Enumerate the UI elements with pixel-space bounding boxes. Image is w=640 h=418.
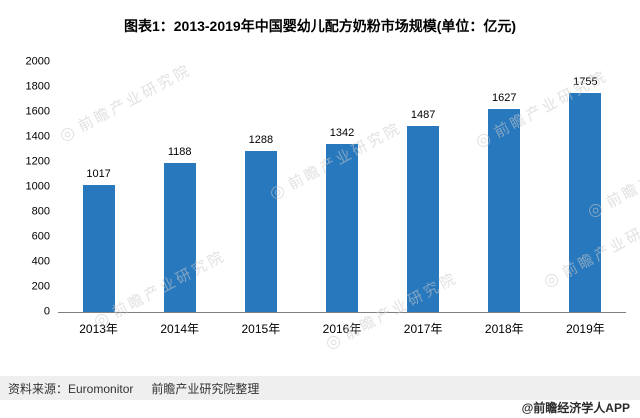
bar-value-label: 1755: [573, 76, 598, 88]
bar-value-label: 1188: [167, 146, 192, 158]
chart-title: 图表1：2013-2019年中国婴幼儿配方奶粉市场规模(单位：亿元): [123, 18, 517, 34]
bar-value-label: 1017: [86, 168, 111, 180]
bar-slot: 1755: [545, 77, 626, 312]
y-tick-label: 2000: [25, 55, 50, 68]
x-tick-label: 2019年: [566, 322, 605, 336]
compiled-by-text: 前瞻产业研究院整理: [151, 381, 260, 396]
bar: [163, 163, 196, 312]
y-tick-label: 800: [31, 205, 50, 218]
y-tick-label: 1200: [25, 155, 50, 168]
bar: [82, 185, 115, 312]
x-tick-label: 2017年: [403, 322, 443, 336]
bar: [325, 144, 358, 312]
y-axis: 0 200 400 600 800 1000 1200 1400 1600 1800 2000: [16, 56, 58, 317]
bar-value-label: 1288: [248, 134, 274, 146]
x-axis: 2013年 2014年 2015年 2016年 2017年 2018年 2019年: [58, 313, 626, 337]
bar-value-label: 1627: [492, 92, 517, 104]
y-tick-label: 0: [43, 305, 50, 318]
x-tick-label: 2016年: [322, 322, 362, 336]
bar-value-label: 1342: [329, 127, 355, 139]
y-tick-label: 1400: [25, 130, 50, 143]
y-tick-label: 1000: [25, 180, 50, 193]
bar-chart: 0 200 400 600 800 1000 1200 1400 1600 1800 2000 10…: [16, 56, 626, 337]
y-tick-label: 1800: [25, 80, 50, 93]
x-tick-label: 2014年: [160, 322, 200, 336]
y-tick-label: 200: [31, 280, 50, 293]
bar-slot: 1627: [464, 93, 545, 312]
bar: [407, 126, 440, 312]
bar: [488, 109, 521, 312]
y-tick-label: 600: [31, 230, 50, 243]
x-tick-label: 2015年: [241, 322, 281, 336]
source-text: 资料来源：Euromonitor: [8, 381, 134, 396]
x-tick-label: 2018年: [484, 322, 524, 336]
bar: [569, 93, 602, 312]
bar-slot: 1342: [301, 128, 382, 312]
bar-slot: 1487: [383, 110, 464, 312]
bar-value-label: 1487: [410, 109, 436, 121]
bar-slot: 1188: [139, 147, 220, 312]
source-bar: 资料来源：Euromonitor 前瞻产业研究院整理: [0, 376, 640, 400]
bar-slot: 1017: [58, 169, 139, 312]
x-tick-label: 2013年: [79, 322, 118, 336]
y-tick-label: 1600: [25, 105, 50, 118]
bar-slot: 1288: [220, 135, 301, 312]
bar: [244, 151, 277, 312]
y-tick-label: 400: [31, 255, 50, 268]
credit-text: @前瞻经济学人APP: [521, 401, 630, 415]
plot-area: 1017 1188 1288 1342 1487 1627 1755: [58, 62, 626, 313]
